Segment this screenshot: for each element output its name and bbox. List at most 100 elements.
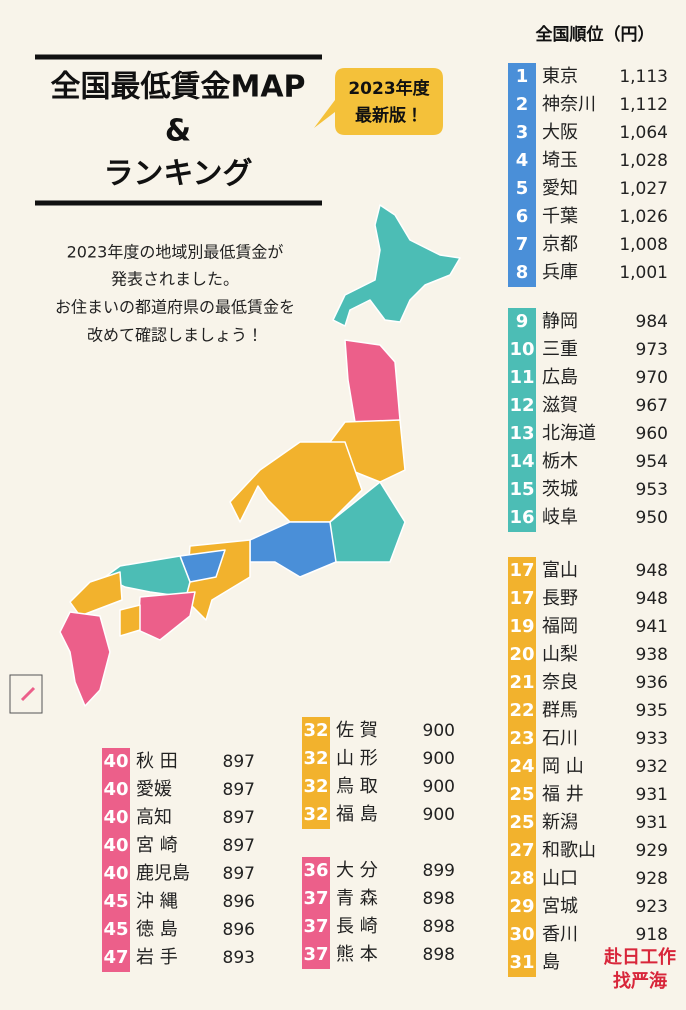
rank: 32 xyxy=(303,776,328,797)
rank: 37 xyxy=(303,916,328,937)
prefecture: 新潟 xyxy=(542,812,578,833)
wage: 928 xyxy=(636,869,668,889)
prefecture: 千葉 xyxy=(542,206,578,227)
rank: 27 xyxy=(509,840,534,861)
rank: 40 xyxy=(103,807,128,828)
watermark: 找严海 xyxy=(613,970,667,992)
rank: 45 xyxy=(103,891,128,912)
ranking: 1 東京 1,113 2 神奈川 1,112 3 大阪 1,064 4 埼玉 1,028 5 愛知 1,02… xyxy=(102,63,668,977)
rank: 32 xyxy=(303,804,328,825)
map xyxy=(59,204,461,707)
rank: 25 xyxy=(509,784,534,805)
prefecture: 長野 xyxy=(542,588,578,609)
rank: 8 xyxy=(516,262,529,283)
prefecture: 滋賀 xyxy=(542,395,578,416)
intro-line: お住まいの都道府県の最低賃金を xyxy=(55,298,295,317)
wage: 932 xyxy=(636,757,668,777)
watermark: 赴日工作 xyxy=(603,946,676,968)
rank: 47 xyxy=(103,947,128,968)
wage: 954 xyxy=(636,452,668,472)
intro-line: 改めて確認しましょう！ xyxy=(87,326,263,345)
prefecture: 福 井 xyxy=(542,784,584,805)
prefecture: 岩 手 xyxy=(136,947,178,968)
rank: 20 xyxy=(509,644,534,665)
prefecture: 徳 島 xyxy=(136,919,178,940)
prefecture: 島 xyxy=(542,952,560,973)
rank: 21 xyxy=(509,672,534,693)
rank: 30 xyxy=(509,924,534,945)
wage: 900 xyxy=(423,805,455,825)
wage: 967 xyxy=(636,396,668,416)
prefecture: 京都 xyxy=(542,234,578,255)
prefecture: 東京 xyxy=(542,66,578,87)
rank-bar xyxy=(508,63,536,287)
title-line: ランキング xyxy=(103,157,252,192)
wage: 1,001 xyxy=(619,263,668,283)
rank-bar xyxy=(102,748,130,972)
prefecture: 鳥 取 xyxy=(336,776,378,797)
wage: 1,064 xyxy=(619,123,668,143)
wage: 953 xyxy=(636,480,668,500)
rank: 29 xyxy=(509,896,534,917)
wage: 897 xyxy=(223,780,255,800)
badge xyxy=(314,68,443,135)
wage: 1,028 xyxy=(619,151,668,171)
rank: 14 xyxy=(509,451,534,472)
rank: 37 xyxy=(303,888,328,909)
prefecture: 愛媛 xyxy=(136,779,172,800)
rank: 13 xyxy=(509,423,534,444)
wage: 933 xyxy=(636,729,668,749)
prefecture: 栃木 xyxy=(542,451,578,472)
prefecture: 岐阜 xyxy=(542,507,578,528)
rank: 16 xyxy=(509,507,534,528)
rank: 22 xyxy=(509,700,534,721)
rank: 32 xyxy=(303,748,328,769)
rank: 31 xyxy=(509,952,534,973)
wage: 1,008 xyxy=(619,235,668,255)
wage: 948 xyxy=(636,561,668,581)
prefecture: 鹿児島 xyxy=(136,863,190,884)
wage: 898 xyxy=(423,917,455,937)
wage: 950 xyxy=(636,508,668,528)
prefecture: 三重 xyxy=(542,339,578,360)
rank: 12 xyxy=(509,395,534,416)
ranking-title: 全国順位（円） xyxy=(536,24,655,45)
wage: 938 xyxy=(636,645,668,665)
prefecture: 愛知 xyxy=(542,178,578,199)
wage: 900 xyxy=(423,749,455,769)
map-region xyxy=(332,204,461,327)
prefecture: 奈良 xyxy=(542,672,578,693)
wage: 984 xyxy=(636,312,668,332)
map-region xyxy=(119,604,141,637)
prefecture: 富山 xyxy=(542,560,578,581)
rank: 4 xyxy=(516,150,529,171)
rank: 23 xyxy=(509,728,534,749)
prefecture: 埼玉 xyxy=(542,150,578,171)
wage: 1,112 xyxy=(619,95,668,115)
title-line: & xyxy=(165,114,191,149)
wage: 1,026 xyxy=(619,207,668,227)
wage: 931 xyxy=(636,785,668,805)
prefecture: 秋 田 xyxy=(136,751,178,772)
prefecture: 福 島 xyxy=(336,804,378,825)
intro-line: 2023年度の地域別最低賃金が xyxy=(67,243,284,262)
prefecture: 高知 xyxy=(136,807,172,828)
rank-bar xyxy=(508,308,536,532)
rank: 24 xyxy=(509,756,534,777)
prefecture: 大 分 xyxy=(336,860,378,881)
prefecture: 石川 xyxy=(542,728,578,749)
okinawa xyxy=(20,686,36,702)
wage: 1,027 xyxy=(619,179,668,199)
rank: 40 xyxy=(103,779,128,800)
wage: 896 xyxy=(223,920,255,940)
rank: 36 xyxy=(303,860,328,881)
rank: 17 xyxy=(509,588,534,609)
rank: 40 xyxy=(103,835,128,856)
wage: 899 xyxy=(423,861,455,881)
badge-line: 最新版！ xyxy=(355,105,423,126)
rank: 28 xyxy=(509,868,534,889)
wage: 898 xyxy=(423,945,455,965)
rank: 10 xyxy=(509,339,534,360)
prefecture: 山梨 xyxy=(542,644,578,665)
